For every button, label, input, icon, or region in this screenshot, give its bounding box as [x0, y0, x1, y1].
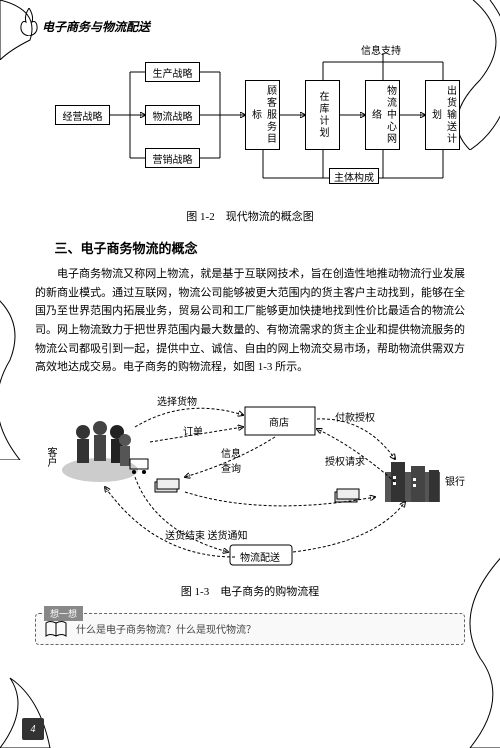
box-marketing: 营销战略 [145, 148, 200, 168]
box-business: 经营战略 [55, 105, 110, 125]
lbl-order: 订单 [183, 423, 203, 438]
info-support-label: 信息支持 [361, 42, 401, 57]
lbl-bank: 银行 [445, 473, 465, 488]
box-main: 主体构成 [329, 168, 379, 184]
think-question: 什么是电子商务物流？什么是现代物流？ [76, 625, 256, 636]
lbl-store: 商店 [269, 414, 289, 429]
lbl-delivered: 送货结束 送货通知 [165, 527, 248, 542]
box-logistics: 物流战略 [145, 105, 200, 125]
figure-1-2: 信息支持 生产战略 经营战略 物流战略 营销战略 顾客服务目标 在库计划 物流中… [35, 50, 465, 200]
box-inventory: 在库计划 [305, 80, 340, 150]
box-service-target: 顾客服务目标 [245, 80, 280, 150]
lbl-logistics: 物流配送 [240, 549, 280, 564]
fig2-caption: 图 1-3 电子商务的购物流程 [35, 583, 465, 599]
lbl-pay-auth: 付款授权 [335, 409, 375, 424]
box-shipping: 出货输送计划 [425, 80, 460, 150]
page-number: 4 [22, 718, 44, 740]
page-header: 电子商务与物流配送 [42, 18, 150, 35]
section-heading: 三、电子商务物流的概念 [35, 238, 465, 257]
figure-1-3: 选择货物 订单 商店 付款授权 客户 信息查询 授权请求 银行 送货结束 送货通… [35, 387, 465, 577]
flame-icon [18, 8, 40, 36]
body-para: 电子商务物流又称网上物流，就是基于互联网技术，旨在创造性地推动物流行业发展的新商… [35, 265, 465, 377]
think-tab: 想一想 [44, 606, 83, 621]
lbl-customer: 客户 [43, 447, 58, 467]
lbl-info-query: 信息查询 [221, 445, 245, 475]
think-box: 想一想 什么是电子商务物流？什么是现代物流？ [35, 613, 465, 645]
lbl-auth-req: 授权请求 [325, 453, 365, 468]
fig1-caption: 图 1-2 现代物流的概念图 [35, 208, 465, 224]
box-center-network: 物流中心网络 [365, 80, 400, 150]
box-production: 生产战略 [145, 62, 200, 82]
lbl-select: 选择货物 [157, 393, 197, 408]
book-icon [44, 620, 68, 638]
